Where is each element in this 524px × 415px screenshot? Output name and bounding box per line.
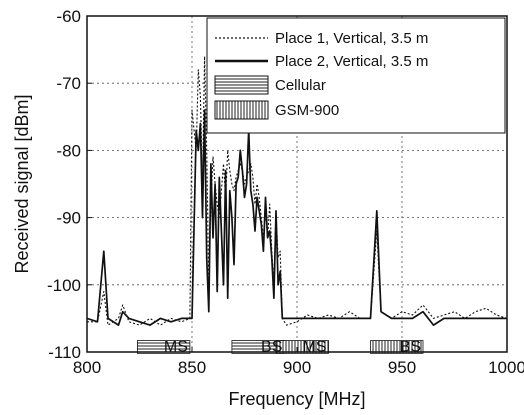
legend-swatch-gsm900 xyxy=(214,100,269,120)
legend-label-place1: Place 1, Vertical, 3.5 m xyxy=(275,30,428,47)
y-tick-label: -60 xyxy=(56,7,81,26)
band-label: BS xyxy=(261,338,282,355)
y-tick-label: -70 xyxy=(56,74,81,93)
band-cellular-ms xyxy=(136,340,191,354)
legend-label-place2: Place 2, Vertical, 3.5 m xyxy=(275,53,428,70)
y-tick-label: -80 xyxy=(56,141,81,160)
x-tick-label: 900 xyxy=(283,358,311,377)
x-tick-label: 950 xyxy=(388,358,416,377)
band-gsm-900-bs xyxy=(370,340,424,354)
y-axis-label: Received signal [dBm] xyxy=(12,94,32,273)
y-tick-label: -90 xyxy=(56,209,81,228)
x-tick-label: 1000 xyxy=(488,358,524,377)
y-tick-label: -110 xyxy=(48,343,81,362)
band-gsm-900-ms xyxy=(275,340,329,354)
band-label: BS xyxy=(400,338,421,355)
legend-label-gsm900: GSM-900 xyxy=(275,102,339,119)
legend-swatch-cellular xyxy=(214,75,269,95)
x-axis-label: Frequency [MHz] xyxy=(228,389,365,409)
legend: Place 1, Vertical, 3.5 m Place 2, Vertic… xyxy=(206,17,506,134)
legend-label-cellular: Cellular xyxy=(275,77,326,94)
band-label: MS xyxy=(164,338,188,355)
x-tick-label: 800 xyxy=(73,358,101,377)
y-tick-label: -100 xyxy=(47,276,81,295)
axis-ticks: 800 850 900 950 1000 -110 -100 -90 -80 -70 -60 xyxy=(47,7,524,377)
frequency-bands: MS BS MS BS xyxy=(136,338,424,355)
band-label: MS xyxy=(303,338,327,355)
x-tick-label: 850 xyxy=(178,358,206,377)
